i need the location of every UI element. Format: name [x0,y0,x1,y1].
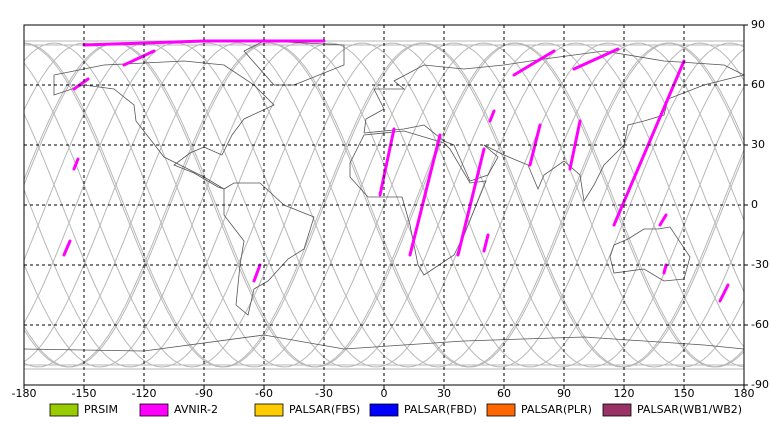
legend-swatch [254,403,284,417]
observation-track [408,133,442,257]
coastline [363,50,746,203]
y-tick-label: 90 [751,18,765,31]
legend-swatch [602,403,632,417]
x-tick-label: 180 [734,387,755,400]
legend-label: PALSAR(FBS) [289,403,360,416]
x-tick-label: -60 [255,387,273,400]
legend-swatch [139,403,169,417]
coastline [349,130,487,276]
legend-label: PRSIM [84,403,118,416]
y-tick-label: -60 [751,318,769,331]
coastline [609,226,691,282]
y-tick-label: 60 [751,78,765,91]
x-tick-label: -150 [72,387,97,400]
observation-track [718,283,730,303]
observation-track [378,127,396,197]
legend-label: PALSAR(WB1/WB2) [637,403,742,416]
observation-track [72,77,90,91]
observation-track [512,49,556,77]
x-tick-label: 30 [437,387,451,400]
observation-track [612,59,686,227]
observation-track [662,263,668,275]
observation-track [122,49,156,67]
x-tick-label: -30 [315,387,333,400]
observation-tracks [62,39,730,303]
legend-label: PALSAR(FBD) [404,403,477,416]
legend-label: AVNIR-2 [174,403,218,416]
legend-swatch [369,403,399,417]
observation-track [658,213,668,227]
x-tick-label: 90 [557,387,571,400]
observation-track [482,233,490,253]
observation-track [456,147,486,257]
x-tick-label: 120 [614,387,635,400]
coastline [53,60,275,190]
y-tick-label: 0 [751,198,758,211]
y-tick-label: -90 [751,378,769,391]
grid [23,24,748,389]
coastline [223,182,315,316]
y-tick-label: -30 [751,258,769,271]
legend-swatch [49,403,79,417]
observation-track [568,119,582,171]
orbit-path [23,42,745,368]
observation-track [62,239,72,257]
x-tick-label: 150 [674,387,695,400]
coastline [243,40,345,86]
x-tick-label: -90 [195,387,213,400]
map-frame [23,24,745,386]
observation-track [252,263,262,283]
x-tick-label: -120 [132,387,157,400]
observation-track [488,109,496,123]
y-tick-label: 30 [751,138,765,151]
x-tick-label: 60 [497,387,511,400]
legend-swatch [486,403,516,417]
observation-track [72,157,80,171]
x-tick-label: 0 [381,387,388,400]
observation-track [572,47,620,71]
legend-label: PALSAR(PLR) [521,403,592,416]
x-tick-label: -180 [12,387,37,400]
